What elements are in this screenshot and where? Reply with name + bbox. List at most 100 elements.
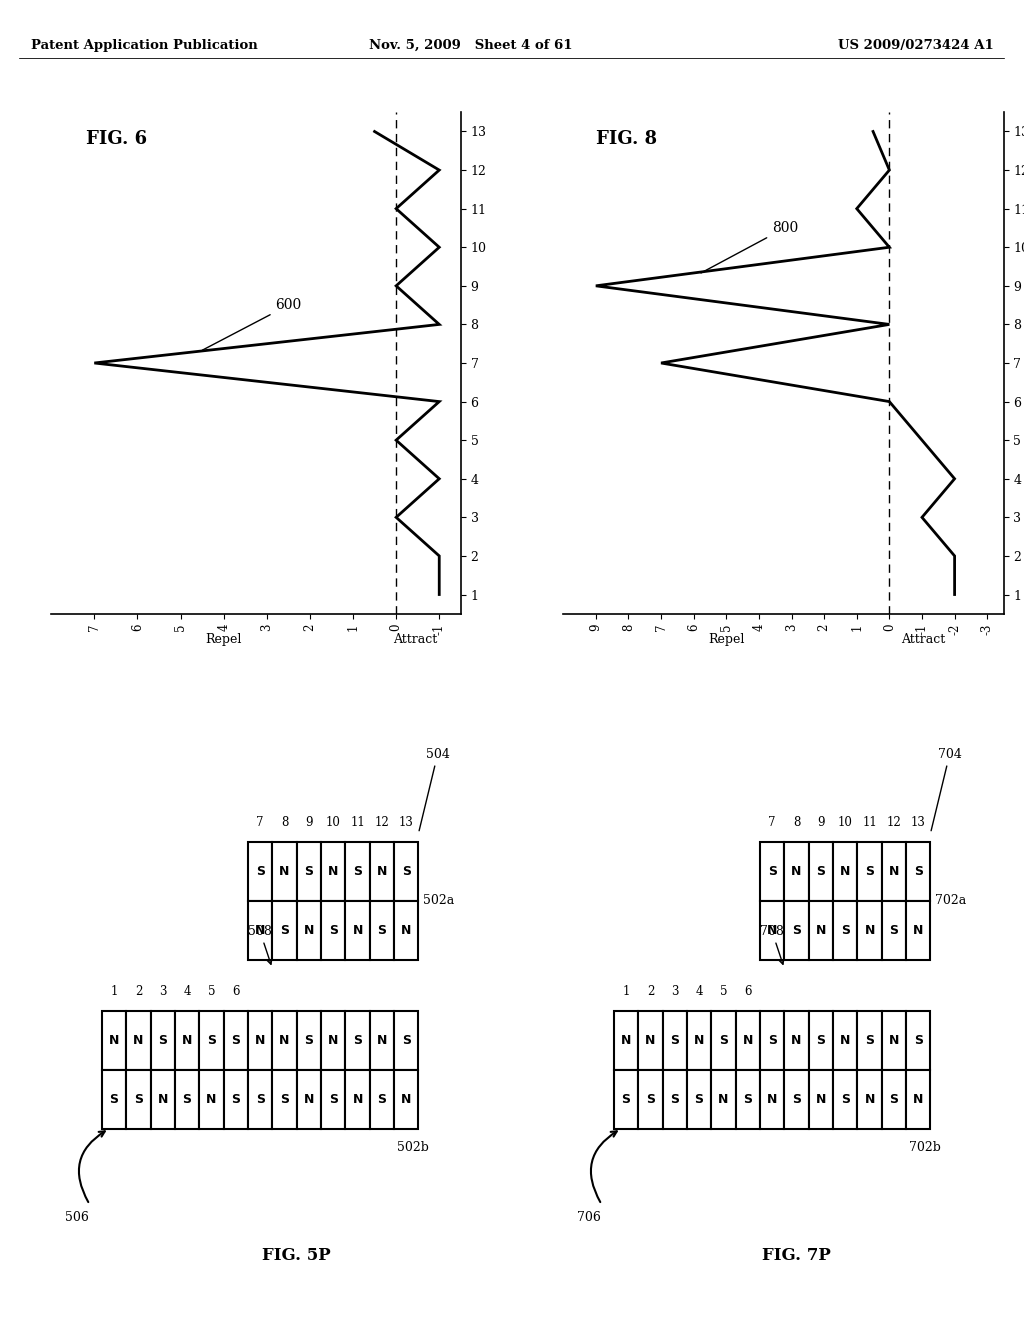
Text: 12: 12 bbox=[375, 816, 389, 829]
Text: 508: 508 bbox=[248, 924, 271, 964]
Bar bbox=[370, 1069, 394, 1129]
Text: N: N bbox=[158, 1093, 168, 1106]
Text: 8: 8 bbox=[281, 816, 288, 829]
Bar bbox=[248, 902, 272, 960]
Bar bbox=[809, 842, 834, 902]
Text: N: N bbox=[864, 924, 874, 937]
Bar bbox=[394, 1069, 419, 1129]
Text: S: S bbox=[280, 1093, 289, 1106]
Text: N: N bbox=[792, 1034, 802, 1047]
Bar bbox=[322, 902, 345, 960]
Text: FIG. 6: FIG. 6 bbox=[86, 131, 146, 148]
Bar bbox=[784, 902, 809, 960]
Bar bbox=[882, 1011, 906, 1069]
Bar bbox=[126, 1011, 151, 1069]
Text: N: N bbox=[645, 1034, 655, 1047]
Text: 8: 8 bbox=[793, 816, 800, 829]
Bar bbox=[394, 902, 419, 960]
Text: N: N bbox=[913, 1093, 924, 1106]
Bar bbox=[613, 1011, 638, 1069]
Bar bbox=[663, 1011, 687, 1069]
Bar bbox=[248, 1069, 272, 1129]
Bar bbox=[712, 1011, 735, 1069]
Bar bbox=[322, 1011, 345, 1069]
Text: Attract: Attract bbox=[393, 634, 437, 645]
Text: S: S bbox=[304, 865, 313, 878]
Text: N: N bbox=[280, 865, 290, 878]
Text: S: S bbox=[768, 865, 776, 878]
Bar bbox=[857, 1011, 882, 1069]
Text: Attract: Attract bbox=[901, 634, 946, 645]
Text: 504: 504 bbox=[419, 747, 450, 830]
Text: N: N bbox=[255, 1034, 265, 1047]
Text: 5: 5 bbox=[208, 985, 215, 998]
Text: Repel: Repel bbox=[206, 634, 242, 645]
Text: S: S bbox=[110, 1093, 119, 1106]
Bar bbox=[151, 1069, 175, 1129]
Text: 9: 9 bbox=[305, 816, 312, 829]
Text: S: S bbox=[671, 1034, 679, 1047]
Text: S: S bbox=[816, 1034, 825, 1047]
Text: S: S bbox=[280, 924, 289, 937]
Bar bbox=[101, 1011, 126, 1069]
Text: N: N bbox=[182, 1034, 193, 1047]
Text: N: N bbox=[767, 924, 777, 937]
Bar bbox=[784, 842, 809, 902]
Bar bbox=[248, 842, 272, 902]
Bar bbox=[906, 1011, 931, 1069]
Bar bbox=[345, 842, 370, 902]
Text: N: N bbox=[864, 1093, 874, 1106]
Text: 10: 10 bbox=[838, 816, 853, 829]
Bar bbox=[248, 1011, 272, 1069]
Text: N: N bbox=[401, 1093, 412, 1106]
Bar bbox=[638, 1011, 663, 1069]
Text: S: S bbox=[792, 1093, 801, 1106]
Text: S: S bbox=[816, 865, 825, 878]
Text: N: N bbox=[328, 865, 338, 878]
Bar bbox=[223, 1011, 248, 1069]
Bar bbox=[906, 902, 931, 960]
Text: N: N bbox=[889, 1034, 899, 1047]
Bar bbox=[272, 1069, 297, 1129]
Text: N: N bbox=[718, 1093, 729, 1106]
Text: S: S bbox=[378, 924, 386, 937]
Text: 800: 800 bbox=[701, 220, 798, 273]
Text: S: S bbox=[207, 1034, 216, 1047]
Bar bbox=[370, 902, 394, 960]
Text: N: N bbox=[913, 924, 924, 937]
Bar bbox=[687, 1011, 712, 1069]
Bar bbox=[151, 1011, 175, 1069]
Bar bbox=[200, 1011, 223, 1069]
Bar bbox=[735, 1011, 760, 1069]
Text: N: N bbox=[792, 865, 802, 878]
Text: N: N bbox=[816, 1093, 826, 1106]
Text: 13: 13 bbox=[910, 816, 926, 829]
Text: Patent Application Publication: Patent Application Publication bbox=[31, 40, 257, 51]
Text: S: S bbox=[913, 1034, 923, 1047]
Bar bbox=[906, 1069, 931, 1129]
Text: S: S bbox=[231, 1034, 241, 1047]
Text: N: N bbox=[840, 865, 850, 878]
Text: S: S bbox=[231, 1093, 241, 1106]
Bar bbox=[687, 1069, 712, 1129]
Text: 7: 7 bbox=[256, 816, 264, 829]
Bar bbox=[760, 1011, 784, 1069]
Text: S: S bbox=[329, 924, 338, 937]
Text: 9: 9 bbox=[817, 816, 824, 829]
Bar bbox=[297, 1069, 322, 1129]
Bar bbox=[663, 1069, 687, 1129]
Text: N: N bbox=[133, 1034, 143, 1047]
Text: S: S bbox=[841, 1093, 850, 1106]
Text: S: S bbox=[646, 1093, 655, 1106]
Bar bbox=[784, 1011, 809, 1069]
Text: N: N bbox=[206, 1093, 217, 1106]
Bar bbox=[906, 842, 931, 902]
Text: Repel: Repel bbox=[708, 634, 744, 645]
Bar bbox=[370, 1011, 394, 1069]
Text: S: S bbox=[671, 1093, 679, 1106]
Text: S: S bbox=[792, 924, 801, 937]
Text: N: N bbox=[694, 1034, 705, 1047]
Bar bbox=[101, 1069, 126, 1129]
Bar bbox=[175, 1011, 200, 1069]
Text: N: N bbox=[377, 865, 387, 878]
